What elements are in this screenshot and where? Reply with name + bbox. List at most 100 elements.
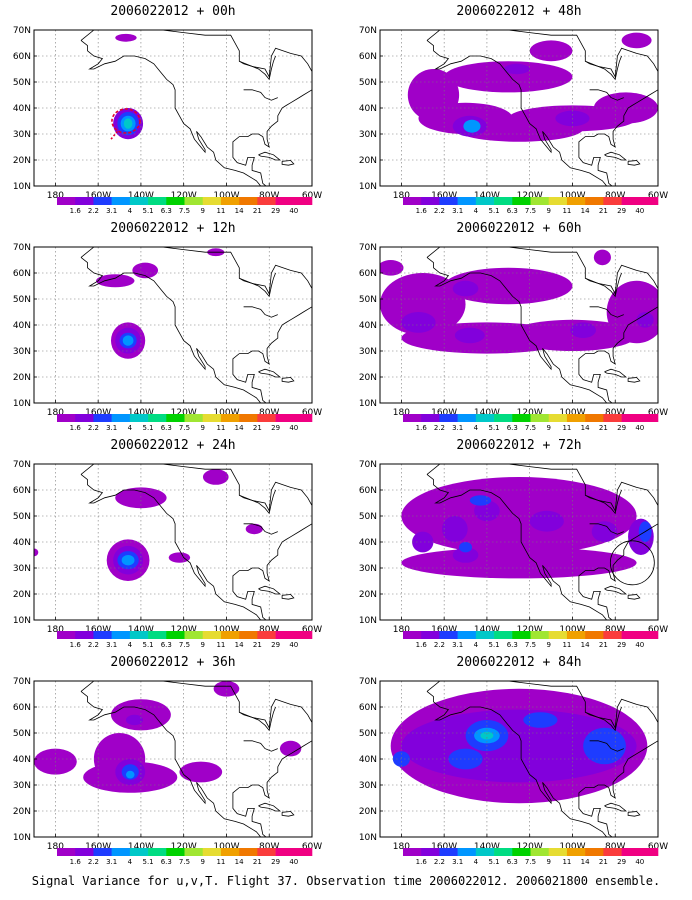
variance-field — [34, 681, 302, 793]
map-plot: 70N 60N 50N 40N 30N 20N 10N 180 160W 140W 120W 100W… — [359, 243, 668, 432]
colorbar-swatch — [202, 631, 222, 639]
lat-tick-label: 30N — [13, 347, 31, 357]
colorbar-swatch — [621, 631, 641, 639]
colorbar-swatch — [275, 631, 295, 639]
lat-tick-label: 70N — [13, 460, 31, 470]
colorbar-swatch — [220, 197, 240, 205]
lon-tick-label: 60W — [302, 842, 322, 852]
colorbar-label: 4 — [474, 858, 479, 866]
lat-tick-label: 70N — [13, 26, 31, 36]
colorbar-label: 7.5 — [525, 641, 536, 649]
lat-tick-label: 20N — [359, 156, 377, 166]
lat-tick-label: 20N — [359, 807, 377, 817]
colorbar-label: 4 — [128, 641, 133, 649]
colorbar-label: 7.5 — [525, 424, 536, 432]
colorbar-swatch — [166, 631, 185, 639]
colorbar-label: 9 — [200, 858, 204, 866]
colorbar-label: 3.1 — [452, 424, 463, 432]
lat-tick-label: 50N — [359, 78, 377, 88]
colorbar-swatch — [239, 848, 258, 856]
lat-tick-label: 60N — [359, 703, 377, 713]
colorbar-label: 7.5 — [179, 424, 190, 432]
colorbar-label: 5.1 — [489, 858, 500, 866]
flight-track-segment — [110, 130, 119, 140]
lat-tick-label: 60N — [13, 703, 31, 713]
lon-tick-label: 60W — [648, 625, 668, 635]
variance-contour — [636, 312, 654, 328]
lon-tick-label: 80W — [259, 191, 279, 201]
colorbar-swatch — [148, 414, 167, 422]
colorbar-label: 6.3 — [507, 207, 518, 215]
colorbar-swatch — [512, 848, 531, 856]
variance-contour — [125, 714, 144, 726]
colorbar-swatch — [129, 848, 149, 856]
lat-tick-label: 40N — [13, 755, 31, 765]
coastline — [426, 681, 658, 837]
colorbar-swatch — [57, 197, 76, 205]
lon-tick-label: 100W — [559, 625, 585, 635]
variance-contour — [444, 267, 573, 305]
lon-tick-label: 120W — [171, 842, 197, 852]
colorbar-label: 21 — [253, 207, 262, 215]
variance-contour — [463, 119, 481, 133]
colorbar-swatch — [93, 631, 112, 639]
lat-tick-label: 70N — [359, 243, 377, 253]
lon-tick-label: 100W — [559, 408, 585, 418]
colorbar-label: 14 — [235, 641, 244, 649]
colorbar: 1.6 2.2 3.1 4 5.1 6.3 7.5 9 11 14 21 29 40 — [57, 414, 313, 432]
colorbar-swatch — [603, 197, 622, 205]
coastline — [426, 464, 658, 620]
colorbar-label: 1.6 — [416, 641, 428, 649]
lon-tick-label: 140W — [128, 842, 154, 852]
colorbar-label: 4 — [474, 207, 479, 215]
colorbar-swatch — [293, 631, 313, 639]
coastline — [426, 247, 658, 403]
coastline — [80, 681, 312, 837]
map-panel: 2006022012 + 60h 70N 60N 50N 40N 30N 20N 10N 180… — [346, 217, 692, 433]
colorbar: 1.6 2.2 3.1 4 5.1 6.3 7.5 9 11 14 21 29 40 — [57, 848, 313, 866]
lon-tick-label: 180 — [393, 191, 410, 201]
panel-title: 2006022012 + 72h — [456, 438, 582, 453]
lon-tick-label: 100W — [213, 842, 239, 852]
lon-tick-label: 180 — [47, 408, 64, 418]
lat-tick-label: 30N — [359, 564, 377, 574]
colorbar-swatch — [494, 848, 513, 856]
lon-tick-label: 160W — [85, 625, 111, 635]
colorbar: 1.6 2.2 3.1 4 5.1 6.3 7.5 9 11 14 21 29 40 — [403, 631, 659, 649]
lat-tick-label: 10N — [13, 182, 31, 192]
colorbar-label: 3.1 — [452, 641, 463, 649]
lat-tick-label: 40N — [13, 104, 31, 114]
lat-tick-label: 20N — [13, 590, 31, 600]
colorbar-swatch — [111, 414, 131, 422]
colorbar-swatch — [57, 848, 76, 856]
colorbar-swatch — [293, 414, 313, 422]
colorbar-swatch — [403, 631, 422, 639]
colorbar-swatch — [275, 848, 295, 856]
colorbar-label: 29 — [617, 641, 626, 649]
colorbar-swatch — [566, 631, 586, 639]
lat-tick-label: 60N — [359, 486, 377, 496]
colorbar-swatch — [148, 197, 167, 205]
coastline — [80, 30, 312, 186]
colorbar-swatch — [93, 414, 112, 422]
lon-tick-label: 180 — [393, 625, 410, 635]
colorbar-label: 2.2 — [434, 424, 445, 432]
colorbar-swatch — [512, 197, 531, 205]
colorbar-label: 9 — [200, 641, 204, 649]
variance-contour — [452, 280, 479, 297]
lon-tick-label: 60W — [648, 842, 668, 852]
lat-tick-label: 40N — [13, 538, 31, 548]
colorbar-label: 11 — [562, 641, 571, 649]
colorbar-swatch — [239, 631, 258, 639]
colorbar-swatch — [548, 414, 568, 422]
lat-tick-label: 60N — [13, 486, 31, 496]
colorbar-label: 11 — [562, 207, 571, 215]
lon-tick-label: 80W — [259, 842, 279, 852]
gridlines — [34, 247, 313, 403]
variance-field — [34, 469, 263, 581]
colorbar-swatch — [403, 197, 422, 205]
colorbar-swatch — [494, 197, 513, 205]
colorbar-swatch — [621, 197, 641, 205]
variance-contour — [621, 32, 652, 49]
colorbar-swatch — [457, 848, 477, 856]
